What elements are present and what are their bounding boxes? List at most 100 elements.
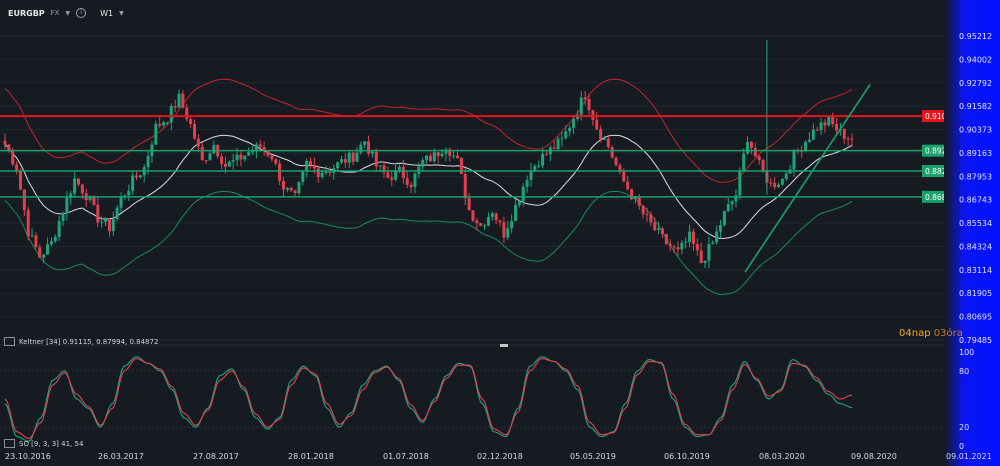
candle-body [127,190,131,196]
candle-body [154,123,158,145]
candle-body [247,152,251,156]
candle-body [769,182,773,184]
candle-body [835,123,839,131]
candle-body [26,210,30,237]
candle-body [572,119,576,128]
candle-body [541,153,545,166]
candle-body [22,189,26,211]
candle-body [254,144,258,151]
candle-body [777,184,781,187]
candle-body [309,160,313,165]
candle-body [649,214,653,223]
candle-body [243,155,247,160]
y-tick-label: 0.84324 [959,242,992,251]
info-icon[interactable]: i [76,8,87,18]
candle-body [231,160,235,162]
candle-body [452,155,456,157]
candle-body [471,210,475,221]
candle-body [104,219,108,222]
keltner-legend[interactable]: Keltner [34] 0.91115, 0.87994, 0.84872 [4,337,158,346]
candle-body [289,187,293,191]
y-tick-label: 0.79485 [959,336,992,345]
candle-body [483,225,487,227]
candle-body [564,131,568,139]
candle-body [3,140,7,145]
stoch-line [4,358,853,440]
candle-body [529,170,533,180]
candle-body [533,166,537,171]
stoch-tick-label: 0 [959,442,964,451]
candle-body [336,162,340,169]
candle-body [92,197,96,205]
grid-lines [0,35,944,347]
candle-body [537,165,541,167]
candle-body [606,138,610,148]
y-tick-label: 0.91582 [959,102,992,111]
x-tick-label: 01.07.2018 [383,452,429,461]
candle-body [111,218,115,232]
candle-body [711,242,715,245]
timeframe-dropdown-icon[interactable]: ▼ [119,9,124,17]
x-tick-label: 08.03.2020 [759,452,805,461]
y-tick-label: 0.81905 [959,289,992,298]
candle-body [220,156,224,164]
candle-body [363,141,367,145]
candle-body [560,138,564,140]
candle-body [417,166,421,174]
candle-body [432,152,436,162]
y-tick-label: 0.85534 [959,219,992,228]
candle-body [196,138,200,147]
candle-body [618,165,622,171]
symbol-dropdown-icon[interactable]: ▼ [65,9,71,17]
candle-body [680,242,684,250]
candle-body [436,152,440,157]
candle-body [645,214,649,216]
timeframe-label[interactable]: W1 [100,8,114,18]
symbol-label[interactable]: EURGBP [8,8,45,18]
candle-body [664,234,668,245]
candle-body [510,221,514,229]
candle-body [610,147,614,158]
countdown-days-unit: nap [911,328,931,339]
candle-body [359,144,363,153]
stochastic-label: SO [9, 3, 3] 41, 54 [19,439,84,448]
candle-body [390,177,394,180]
candle-body [138,175,142,178]
candle-body [200,146,204,161]
candle-body [811,129,815,140]
candle-body [475,220,479,224]
indicator-settings-icon[interactable] [4,439,15,448]
candle-body [456,155,460,159]
candle-body [552,147,556,149]
indicator-settings-icon[interactable] [4,337,15,346]
candle-body [792,150,796,170]
y-tick-label: 0.87953 [959,172,992,181]
candle-body [823,122,827,126]
candle-body [270,155,274,160]
stochastic-legend[interactable]: SO [9, 3, 3] 41, 54 [4,439,83,448]
candle-body [324,171,328,173]
candle-body [165,122,169,124]
candle-body [413,173,417,188]
candle-body [18,170,22,190]
candle-body [386,172,390,178]
candle-body [378,165,382,167]
candle-body [715,231,719,243]
candle-body [850,138,854,140]
candle-body [448,149,452,156]
level-tag-label: 0.89280 [925,147,956,156]
candle-body [278,163,282,181]
candle-body [660,228,664,235]
countdown-hours: 03 [933,328,947,339]
candle-body [61,213,65,222]
candle-body [49,241,53,245]
y-tick-label: 0.95212 [959,32,992,41]
candle-body [297,182,301,194]
candle-body [668,244,672,247]
candle-body [517,200,521,205]
candle-body [637,196,641,206]
trendline[interactable] [744,84,871,273]
x-tick-label: 23.10.2016 [5,452,51,461]
candle-body [258,144,262,147]
